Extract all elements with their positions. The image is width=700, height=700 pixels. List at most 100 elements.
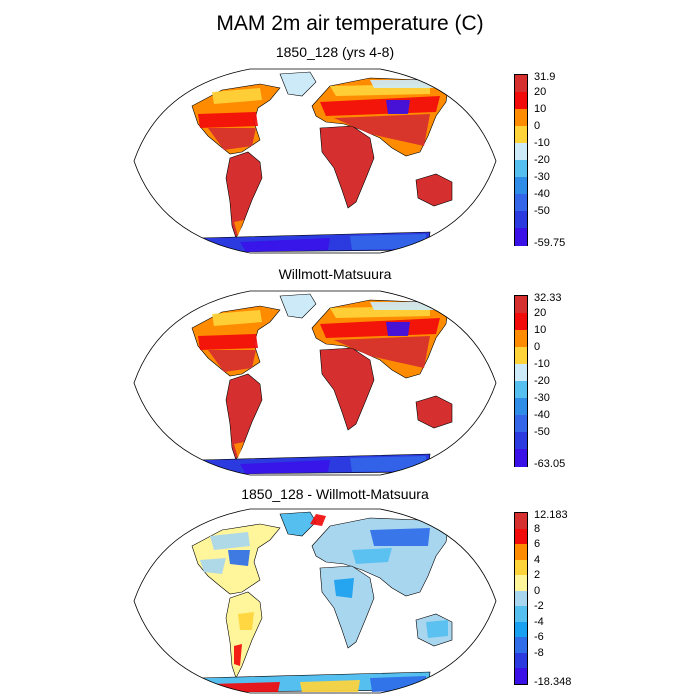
colorbar-segment	[515, 590, 527, 607]
colorbar-tick-label: -20	[534, 375, 550, 387]
colorbar-segment	[515, 364, 527, 382]
colorbar-tick-label: -10	[534, 137, 550, 149]
temperature-region	[350, 234, 426, 250]
temperature-region	[386, 322, 410, 336]
colorbar-tick-label: -40	[534, 188, 550, 200]
map-outline	[133, 68, 497, 254]
temperature-region	[334, 336, 430, 368]
colorbar-segment	[515, 177, 527, 195]
land-greenland	[279, 293, 317, 319]
colorbar-segment	[515, 606, 527, 623]
colorbar-tick-label: -63.05	[534, 458, 566, 470]
panel-3-colorbar	[514, 512, 528, 685]
colorbar-segment	[515, 559, 527, 576]
temperature-region	[320, 96, 440, 116]
colorbar-tick-label: -50	[534, 426, 550, 438]
colorbar-segment	[515, 513, 527, 530]
colorbar-tick-label: -59.75	[534, 237, 566, 249]
colorbar-tick-label: -30	[534, 392, 550, 404]
land-australia	[415, 395, 453, 429]
colorbar-segment	[515, 126, 527, 144]
colorbar-tick-label: 32.33	[534, 292, 562, 304]
land-greenland	[279, 71, 317, 97]
temperature-region	[426, 620, 448, 638]
temperature-region	[234, 442, 244, 458]
temperature-region	[210, 532, 250, 550]
colorbar-segment	[515, 432, 527, 450]
temperature-region	[208, 128, 256, 150]
colorbar-tick-label: 0	[534, 584, 541, 597]
temperature-region	[370, 80, 434, 88]
colorbar-segment	[515, 449, 527, 467]
temperature-region	[212, 310, 262, 326]
temperature-region	[198, 334, 258, 350]
colorbar-segment	[515, 194, 527, 212]
colorbar-tick-label: -4	[534, 615, 544, 628]
colorbar-tick-label: 0	[534, 120, 541, 132]
colorbar-segment	[515, 381, 527, 399]
temperature-region	[200, 558, 226, 574]
colorbar-segment	[515, 398, 527, 416]
colorbar-tick-label: -10	[534, 358, 550, 370]
panel-3-map	[133, 508, 497, 694]
temperature-region	[334, 578, 354, 598]
colorbar-segment	[515, 228, 527, 246]
colorbar-segment	[515, 621, 527, 638]
colorbar-tick-label: -30	[534, 171, 550, 183]
colorbar-tick-label: 10	[534, 324, 547, 336]
colorbar-tick-label: 6	[534, 538, 541, 551]
colorbar-segment	[515, 211, 527, 229]
colorbar-tick-label: -8	[534, 646, 544, 659]
panel-3-title: 1850_128 - Willmott-Matsuura	[241, 486, 429, 502]
temperature-region	[212, 88, 262, 104]
colorbar-segment	[515, 296, 527, 314]
temperature-region	[240, 238, 330, 252]
colorbar-tick-label: 8	[534, 522, 541, 535]
temperature-region	[370, 676, 426, 692]
colorbar-segment	[515, 160, 527, 178]
land-southAmerica	[225, 373, 263, 461]
colorbar-tick-label: 4	[534, 553, 541, 566]
land-greenland	[279, 511, 317, 537]
land-africa	[319, 125, 375, 209]
colorbar-segment	[515, 575, 527, 592]
panel-1-map	[133, 68, 497, 254]
colorbar-tick-label: -40	[534, 409, 550, 421]
temperature-region	[234, 220, 244, 236]
colorbar-tick-label: -20	[534, 154, 550, 166]
colorbar-tick-label: -2	[534, 600, 544, 613]
temperature-region	[370, 528, 430, 546]
colorbar-segment	[515, 652, 527, 669]
panel-2-colorbar	[514, 295, 528, 467]
panel-1-colorbar	[514, 74, 528, 246]
land-southAmerica	[225, 151, 263, 239]
colorbar-segment	[515, 668, 527, 685]
land-africa	[319, 347, 375, 431]
panel-1-title: 1850_128 (yrs 4-8)	[275, 44, 395, 60]
land-australia	[415, 173, 453, 207]
colorbar-tick-label: 10	[534, 103, 547, 115]
temperature-region	[370, 302, 434, 310]
colorbar-tick-label: -6	[534, 631, 544, 644]
land-southAmerica	[225, 591, 263, 679]
land-africa	[319, 565, 375, 649]
colorbar-tick-label: 2	[534, 569, 541, 582]
colorbar-segment	[515, 415, 527, 433]
temperature-region	[234, 644, 242, 666]
figure-title: MAM 2m air temperature (C)	[216, 12, 484, 35]
temperature-region	[300, 680, 360, 692]
colorbar-segment	[515, 637, 527, 654]
colorbar-tick-label: 12.183	[534, 509, 568, 521]
colorbar-segment	[515, 544, 527, 561]
map-outline	[133, 290, 497, 476]
colorbar-segment	[515, 528, 527, 545]
colorbar-tick-label: 20	[534, 307, 547, 319]
map-outline	[133, 508, 497, 694]
temperature-region	[228, 550, 250, 566]
temperature-region	[334, 114, 430, 146]
temperature-region	[352, 548, 392, 564]
colorbar-segment	[515, 347, 527, 365]
temperature-region	[198, 112, 258, 128]
panel-2-map	[133, 290, 497, 476]
colorbar-segment	[515, 313, 527, 331]
